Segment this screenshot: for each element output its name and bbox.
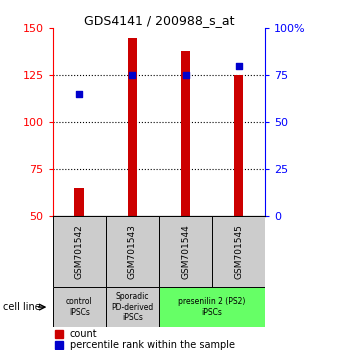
Point	[76, 91, 82, 97]
Text: GSM701545: GSM701545	[234, 224, 243, 279]
Bar	[234, 75, 243, 216]
Text: cell line: cell line	[3, 302, 41, 312]
Bar	[74, 188, 84, 216]
Point	[236, 63, 241, 69]
Text: GSM701542: GSM701542	[75, 224, 84, 279]
Bar	[106, 287, 159, 327]
Bar	[55, 341, 63, 349]
Text: presenilin 2 (PS2)
iPSCs: presenilin 2 (PS2) iPSCs	[178, 297, 246, 317]
Text: percentile rank within the sample: percentile rank within the sample	[70, 341, 235, 350]
Bar	[55, 330, 63, 338]
Text: GSM701544: GSM701544	[181, 224, 190, 279]
Bar	[53, 287, 106, 327]
Title: GDS4141 / 200988_s_at: GDS4141 / 200988_s_at	[84, 14, 234, 27]
Bar	[159, 287, 265, 327]
Text: count: count	[70, 329, 97, 339]
Text: Sporadic
PD-derived
iPSCs: Sporadic PD-derived iPSCs	[111, 292, 154, 322]
Bar	[128, 38, 137, 216]
Bar	[106, 216, 159, 287]
Bar	[159, 216, 212, 287]
Bar	[53, 216, 106, 287]
Text: GSM701543: GSM701543	[128, 224, 137, 279]
Point	[130, 73, 135, 78]
Point	[183, 73, 188, 78]
Text: control
IPSCs: control IPSCs	[66, 297, 92, 317]
Bar	[212, 216, 265, 287]
Bar	[181, 51, 190, 216]
